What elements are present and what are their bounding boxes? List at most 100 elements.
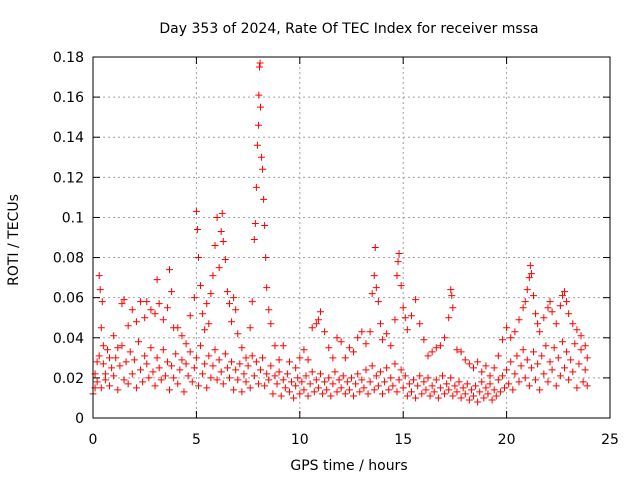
y-tick-label: 0.02	[53, 371, 84, 387]
data-point	[563, 348, 571, 356]
data-point	[329, 354, 337, 362]
data-point	[110, 332, 118, 340]
data-point	[395, 376, 403, 384]
data-point	[565, 376, 573, 384]
data-point	[296, 390, 304, 398]
data-point	[122, 358, 130, 366]
data-point	[438, 372, 446, 380]
data-point	[474, 398, 482, 406]
data-point	[265, 376, 273, 384]
data-point	[352, 380, 360, 388]
data-point	[449, 304, 457, 312]
data-point	[448, 292, 456, 300]
data-point	[461, 390, 469, 398]
data-point	[147, 344, 155, 352]
x-tick-label: 15	[394, 432, 412, 448]
data-point	[556, 372, 564, 380]
data-point	[321, 328, 329, 336]
data-point	[412, 296, 420, 304]
y-tick-label: 0.12	[53, 170, 84, 186]
data-point	[252, 183, 260, 191]
data-point	[486, 372, 494, 380]
data-point	[248, 298, 256, 306]
data-point	[397, 282, 405, 290]
y-tick-label: 0.1	[62, 210, 84, 226]
data-point	[271, 342, 279, 350]
data-point	[548, 366, 556, 374]
data-point	[546, 298, 554, 306]
data-point	[108, 364, 116, 372]
data-point	[465, 396, 473, 404]
data-point	[300, 386, 308, 394]
data-point	[374, 298, 382, 306]
data-point	[199, 310, 207, 318]
data-point	[296, 354, 304, 362]
data-point	[459, 384, 467, 392]
data-point	[244, 362, 252, 370]
data-point	[197, 342, 205, 350]
data-point	[505, 380, 513, 388]
data-point	[410, 376, 418, 384]
data-point	[416, 372, 424, 380]
data-point	[232, 366, 240, 374]
data-point	[174, 324, 182, 332]
data-point	[300, 346, 308, 354]
data-point	[501, 384, 509, 392]
data-point	[358, 328, 366, 336]
data-point	[525, 274, 533, 282]
data-point	[205, 320, 213, 328]
data-point	[116, 362, 124, 370]
data-point	[509, 386, 517, 394]
data-point	[236, 360, 244, 368]
data-point	[399, 304, 407, 312]
data-point	[254, 121, 262, 129]
data-point	[304, 356, 312, 364]
data-point	[176, 366, 184, 374]
data-points	[89, 59, 591, 406]
gridlines	[93, 57, 610, 418]
data-point	[465, 360, 473, 368]
data-point	[443, 380, 451, 388]
data-point	[223, 288, 231, 296]
data-point	[354, 334, 362, 342]
data-point	[511, 328, 519, 336]
data-point	[254, 380, 262, 388]
data-point	[281, 384, 289, 392]
data-point	[364, 390, 372, 398]
data-point	[130, 356, 138, 364]
data-point	[238, 344, 246, 352]
data-point	[339, 372, 347, 380]
data-point	[256, 59, 264, 67]
data-point	[420, 378, 428, 386]
data-point	[371, 244, 379, 252]
data-point	[213, 376, 221, 384]
data-point	[391, 316, 399, 324]
data-point	[228, 358, 236, 366]
chart-title: Day 353 of 2024, Rate Of TEC Index for r…	[159, 21, 538, 37]
data-point	[536, 328, 544, 336]
y-tick-label: 0.04	[53, 331, 84, 347]
data-point	[519, 346, 527, 354]
data-point	[354, 370, 362, 378]
data-point	[218, 209, 226, 217]
data-point	[470, 364, 478, 372]
data-point	[97, 324, 105, 332]
data-point	[312, 320, 320, 328]
y-tick-label: 0.08	[53, 251, 84, 267]
data-point	[110, 372, 118, 380]
data-point	[331, 368, 339, 376]
data-point	[292, 382, 300, 390]
data-point	[201, 360, 209, 368]
data-point	[321, 378, 329, 386]
data-point	[381, 378, 389, 386]
data-point	[494, 352, 502, 360]
data-point	[263, 284, 271, 292]
data-point	[166, 266, 174, 274]
data-point	[250, 236, 258, 244]
data-point	[405, 380, 413, 388]
axis-ticks	[92, 56, 611, 419]
data-point	[540, 314, 548, 322]
data-point	[383, 330, 391, 338]
data-point	[488, 396, 496, 404]
data-point	[203, 300, 211, 308]
